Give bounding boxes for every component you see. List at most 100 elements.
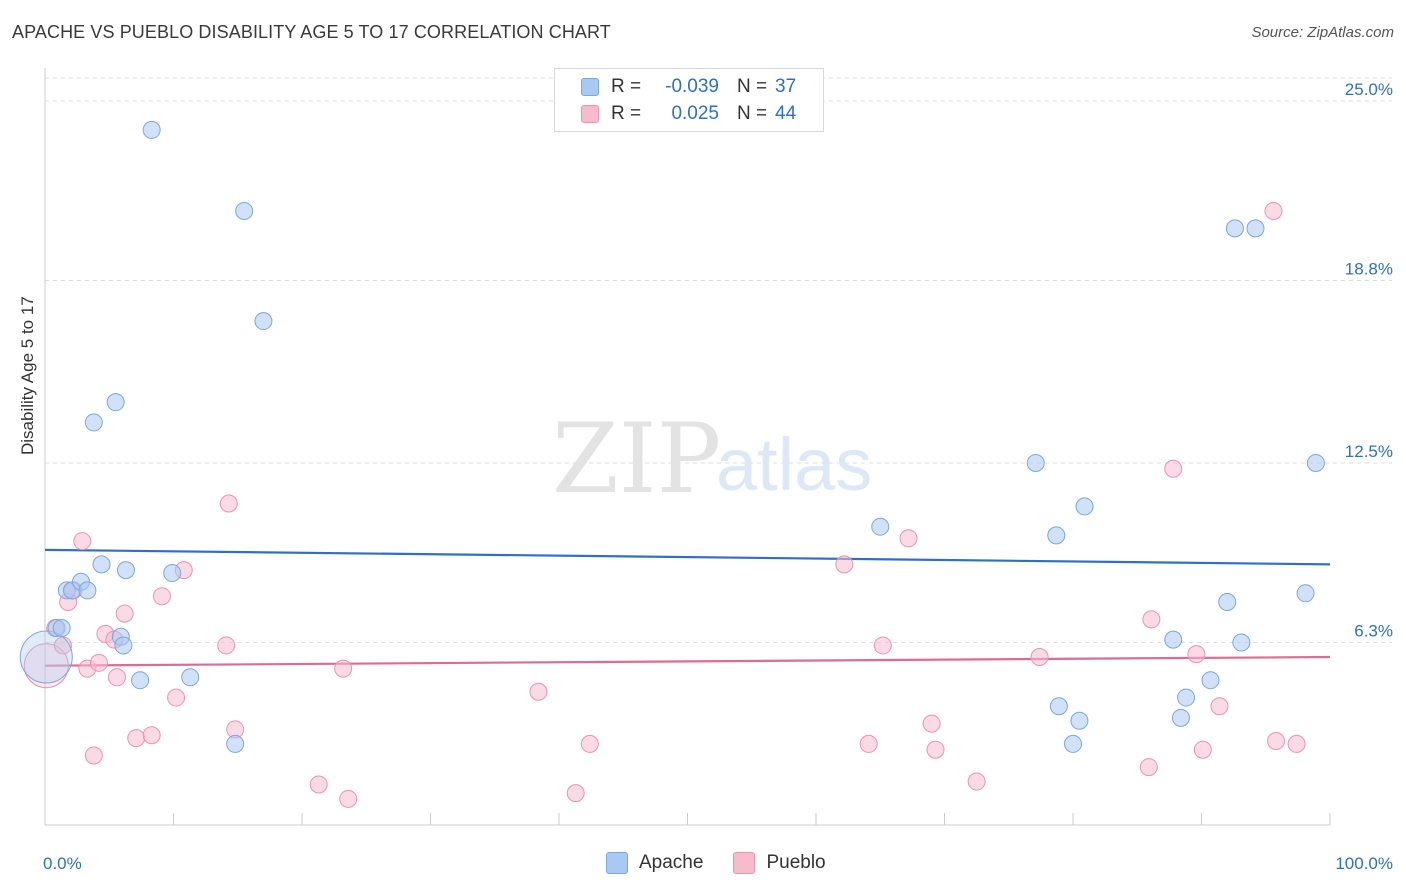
pueblo-n-label: N =: [737, 103, 768, 124]
correlation-legend: R = -0.039 N = 37 R = 0.025 N = 44: [554, 68, 824, 132]
pueblo-point: [339, 789, 358, 808]
pueblo-point: [859, 734, 878, 753]
apache-point: [114, 636, 133, 655]
apache-point: [78, 581, 97, 600]
apache-point: [106, 393, 125, 412]
watermark: ZIP atlas: [552, 403, 872, 515]
pueblo-point: [219, 494, 238, 513]
pueblo-point: [873, 636, 892, 655]
apache-n-label: N =: [737, 76, 768, 97]
apache-swatch: [581, 78, 599, 96]
pueblo-point: [107, 668, 126, 687]
pueblo-point: [89, 653, 108, 672]
legend-item-pueblo: Pueblo: [733, 852, 826, 874]
point-layer: [19, 120, 1325, 808]
apache-point: [131, 671, 150, 690]
pueblo-point: [127, 729, 146, 748]
pueblo-point: [1287, 734, 1306, 753]
apache-legend-swatch: [606, 852, 628, 874]
pueblo-point: [566, 784, 585, 803]
pueblo-point: [835, 555, 854, 574]
apache-point: [181, 668, 200, 687]
apache-point: [1171, 708, 1190, 727]
apache-point: [92, 555, 111, 574]
chart-title: APACHE VS PUEBLO DISABILITY AGE 5 TO 17 …: [12, 22, 611, 42]
apache-point: [1225, 219, 1244, 238]
apache-point: [871, 517, 890, 536]
apache-point: [1232, 633, 1251, 652]
pueblo-point: [23, 643, 69, 689]
apache-point: [1026, 453, 1045, 472]
apache-point: [163, 564, 182, 583]
legend-row-pueblo: R = 0.025 N = 44: [581, 102, 796, 126]
apache-point: [1177, 688, 1196, 707]
pueblo-point: [1030, 648, 1049, 667]
axis-layer: 6.3% 12.5% 18.8% 25.0% 0.0% 100.0%: [43, 68, 1393, 873]
y-tick-label: 6.3%: [1354, 622, 1393, 641]
pueblo-point: [926, 740, 945, 759]
pueblo-point: [1210, 697, 1229, 716]
pueblo-point: [152, 587, 171, 606]
x-tick-label-min: 0.0%: [43, 854, 82, 873]
pueblo-legend-swatch: [733, 852, 756, 874]
apache-point: [1047, 526, 1066, 545]
apache-point: [142, 120, 161, 139]
y-tick-label: 18.8%: [1345, 260, 1393, 279]
pueblo-point: [899, 529, 918, 548]
pueblo-point: [73, 532, 92, 551]
apache-r-label: R =: [611, 76, 642, 97]
apache-point: [254, 312, 273, 331]
apache-point: [1075, 497, 1094, 516]
apache-point: [1296, 584, 1315, 603]
apache-point: [84, 413, 103, 432]
y-tick-label: 12.5%: [1345, 442, 1393, 461]
pueblo-r-value: 0.025: [671, 103, 719, 124]
apache-point: [1049, 697, 1068, 716]
apache-point: [19, 630, 73, 684]
apache-point: [116, 561, 135, 580]
trend-layer: [44, 548, 1331, 667]
pueblo-point: [1193, 740, 1212, 759]
legend-item-apache: Apache: [606, 852, 703, 874]
pueblo-point: [167, 688, 186, 707]
apache-point: [1306, 453, 1325, 472]
pueblo-point: [1264, 202, 1283, 221]
pueblo-point: [1267, 732, 1286, 751]
pueblo-r-label: R =: [611, 103, 642, 124]
pueblo-point: [115, 604, 134, 623]
apache-n-value: 37: [775, 76, 797, 97]
apache-point: [1201, 671, 1220, 690]
pueblo-point: [84, 746, 103, 765]
x-tick-label-max: 100.0%: [1335, 854, 1393, 873]
apache-point: [235, 202, 254, 221]
apache-point: [1164, 630, 1183, 649]
pueblo-point: [1142, 610, 1161, 629]
pueblo-point: [1139, 758, 1158, 777]
y-tick-label: 25.0%: [1345, 80, 1393, 99]
apache-point: [226, 734, 245, 753]
apache-trend-line: [44, 548, 1331, 566]
apache-point: [1070, 711, 1089, 730]
pueblo-point: [922, 714, 941, 733]
watermark-zip: ZIP: [552, 403, 721, 515]
pueblo-point: [1187, 645, 1206, 664]
apache-legend-label: Apache: [639, 852, 704, 873]
pueblo-point: [309, 775, 328, 794]
pueblo-point: [217, 636, 236, 655]
pueblo-legend-label: Pueblo: [766, 852, 826, 873]
apache-point: [52, 619, 71, 638]
apache-point: [1246, 219, 1265, 238]
pueblo-point: [1164, 459, 1183, 478]
pueblo-n-value: 44: [775, 103, 797, 124]
pueblo-point: [142, 726, 161, 745]
apache-point: [1218, 592, 1237, 611]
pueblo-point: [529, 682, 548, 701]
apache-point: [1064, 734, 1082, 753]
pueblo-point: [334, 659, 353, 678]
y-axis-label: Disability Age 5 to 17: [18, 296, 37, 455]
pueblo-trend-line: [44, 655, 1331, 667]
pueblo-swatch: [581, 105, 599, 123]
legend-row-apache: R = -0.039 N = 37: [581, 75, 796, 99]
pueblo-point: [580, 734, 599, 753]
